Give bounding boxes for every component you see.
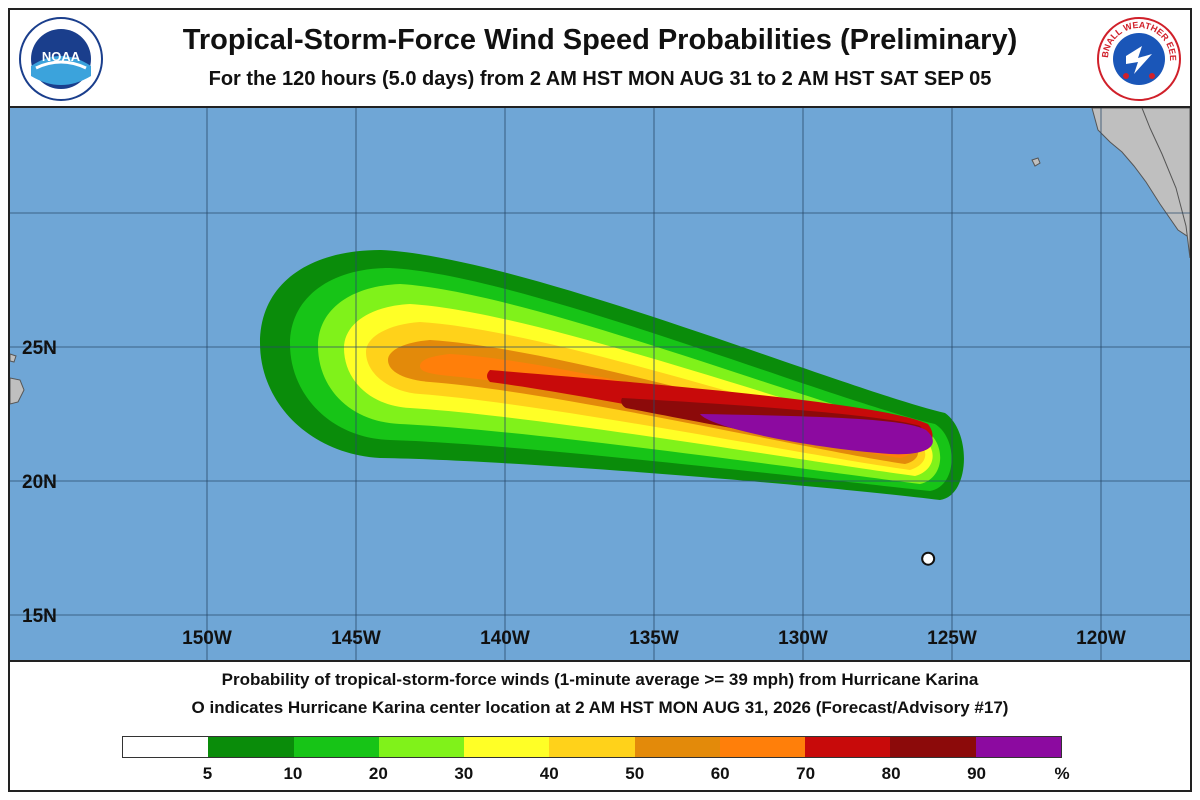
page-title: Tropical-Storm-Force Wind Speed Probabil… — [182, 24, 1018, 56]
legend-label: 20 — [368, 764, 388, 783]
probability-map: 150W 145W 140W 135W 130W 125W 120W 25N 20N 15N — [10, 108, 1190, 660]
footer-description: Probability of tropical-storm-force wind… — [221, 670, 979, 689]
map-panel: 150W 145W 140W 135W 130W 125W 120W 25N 20N 15N — [10, 106, 1190, 662]
footer: Probability of tropical-storm-force wind… — [10, 660, 1190, 790]
header: NOAA Tropical-Storm-Force Wind Speed Pro… — [10, 8, 1190, 106]
legend-swatch — [890, 737, 976, 757]
legend-swatch — [464, 737, 550, 757]
longitude-label: 130W — [778, 628, 828, 649]
land-maui — [10, 353, 17, 363]
contour-90-plus — [700, 414, 933, 455]
probability-legend: 5 10 20 30 40 50 60 70 80 90% — [122, 736, 1082, 786]
legend-swatch — [634, 737, 720, 757]
page-subtitle: For the 120 hours (5.0 days) from 2 AM H… — [208, 68, 992, 90]
longitude-label: 120W — [1076, 628, 1126, 649]
footer-center-note: O indicates Hurricane Karina center loca… — [191, 698, 1009, 717]
legend-label: 60 — [710, 764, 730, 783]
grid-labels: 150W 145W 140W 135W 130W 125W 120W 25N 20N 15N — [22, 338, 1126, 649]
legend-swatch — [293, 737, 379, 757]
latitude-label: 25N — [22, 338, 57, 359]
legend-label: 40 — [539, 764, 559, 783]
legend-unit: % — [1054, 764, 1070, 783]
legend-label: 70 — [796, 764, 816, 783]
longitude-label: 125W — [927, 628, 977, 649]
land-mainland-mexico — [1141, 108, 1190, 259]
longitude-label: 145W — [331, 628, 381, 649]
legend-label: 90 — [967, 764, 986, 783]
noaa-logo-icon: NOAA — [18, 16, 104, 102]
graphic-frame: NOAA Tropical-Storm-Force Wind Speed Pro… — [8, 8, 1192, 792]
legend-label: 80 — [881, 764, 901, 783]
noaa-logo-text: NOAA — [42, 49, 81, 64]
legend-swatch — [805, 737, 891, 757]
legend-label: 10 — [283, 764, 303, 783]
legend-label: 5 — [202, 764, 213, 783]
longitude-label: 135W — [629, 628, 679, 649]
legend-swatch — [719, 737, 806, 757]
legend-color-bar — [122, 736, 1062, 758]
weather-service-logo-icon: RETTBNALL WEATHER EEERIC3 — [1093, 8, 1182, 102]
latitude-label: 20N — [22, 472, 57, 493]
land-hawaii — [10, 377, 25, 405]
legend-swatch — [975, 737, 1061, 757]
storm-center-marker — [921, 551, 936, 566]
longitude-label: 150W — [182, 628, 232, 649]
land-island — [1031, 157, 1041, 167]
longitude-label: 140W — [480, 628, 530, 649]
latitude-label: 15N — [22, 606, 57, 627]
lat-lon-grid — [10, 108, 1190, 660]
legend-swatch — [208, 737, 294, 757]
legend-swatch — [378, 737, 465, 757]
legend-label: 50 — [625, 764, 645, 783]
legend-label: 30 — [454, 764, 474, 783]
probability-contours — [260, 250, 964, 500]
legend-swatch — [123, 737, 209, 757]
legend-swatch — [549, 737, 635, 757]
